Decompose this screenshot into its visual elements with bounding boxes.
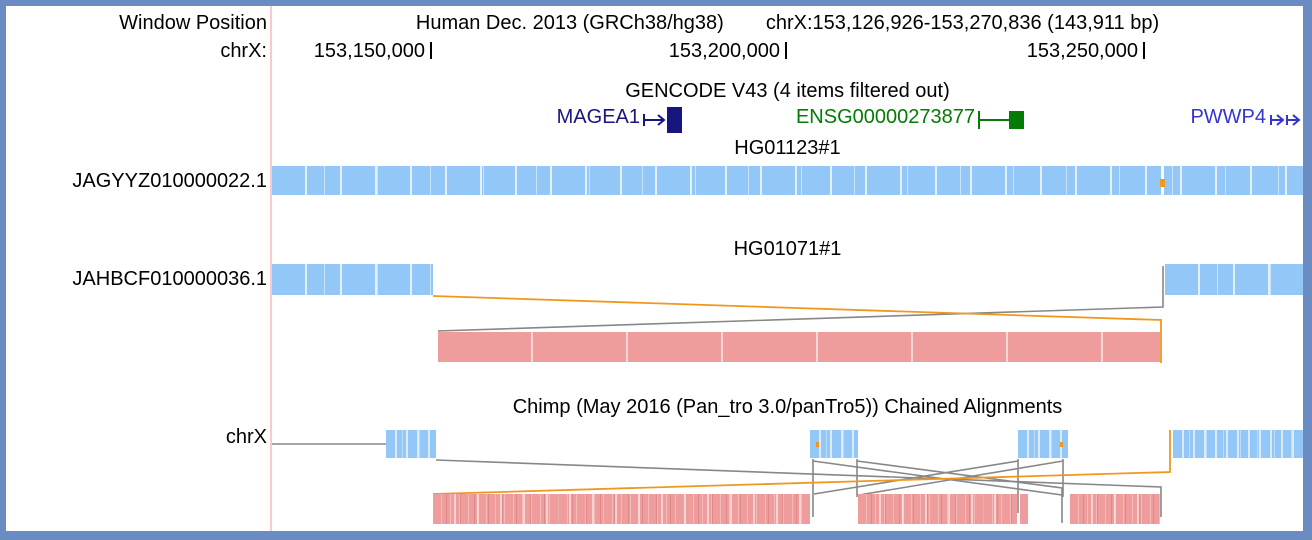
gene-glyph-line-exon[interactable] <box>977 105 1027 135</box>
track-title-hg01123: HG01123#1 <box>734 137 841 159</box>
gene-label-pwwp4[interactable]: PWWP4 <box>1190 106 1266 128</box>
window-border-left <box>0 0 6 540</box>
row-label-chimp-chrx: chrX <box>225 426 267 448</box>
gene-glyph-double-arrow[interactable] <box>1269 105 1312 135</box>
window-border-right <box>1303 0 1312 540</box>
current-position: chrX:153,126,926-153,270,836 (143,911 bp… <box>765 12 1160 34</box>
ruler-tick-mark[interactable] <box>1143 42 1145 59</box>
gene-label-ensg00000273877[interactable]: ENSG00000273877 <box>795 106 975 128</box>
hg01123-query-bar[interactable] <box>272 166 1303 195</box>
chain-line-gray[interactable] <box>437 266 1164 332</box>
chimp-inverted-bar-2[interactable] <box>858 494 1017 524</box>
chimp-box-b-orange-tick <box>816 442 819 447</box>
ruler-tick-mark[interactable] <box>430 42 432 59</box>
position-header: Human Dec. 2013 (GRCh38/hg38) chrX:153,1… <box>272 12 1303 35</box>
chimp-inverted-bar-4[interactable] <box>1070 494 1160 524</box>
label-area-separator-line <box>270 6 272 531</box>
chimp-inverted-bar-3[interactable] <box>1020 494 1028 524</box>
chimp-chain-box-a[interactable] <box>386 430 436 458</box>
assembly-name: Human Dec. 2013 (GRCh38/hg38) <box>415 12 724 34</box>
chimp-chain-box-d[interactable] <box>1173 430 1303 458</box>
hg01071-query-bar-left[interactable] <box>272 264 433 295</box>
ruler-tick-label[interactable]: 153,200,000 <box>668 40 780 62</box>
chimp-box-c-orange-tick <box>1060 442 1063 447</box>
gene-label-magea1[interactable]: MAGEA1 <box>556 106 640 128</box>
window-border-bottom <box>0 531 1312 540</box>
ruler-tick-label[interactable]: 153,150,000 <box>313 40 425 62</box>
window-border-top <box>0 0 1312 6</box>
window-position-label: Window Position <box>119 12 267 34</box>
row-label-jagyyz010000022: JAGYYZ010000022.1 <box>72 170 267 192</box>
track-title-hg01071: HG01071#1 <box>733 238 842 260</box>
chain-line-gray[interactable] <box>812 460 1063 496</box>
jagyyz-orange-insertion-tick <box>1160 179 1165 187</box>
row-label-jahbcf010000036: JAHBCF010000036.1 <box>72 268 267 290</box>
ruler-chrom-label: chrX: <box>220 40 267 62</box>
gene-glyph-arrow-exon[interactable] <box>642 105 692 135</box>
ruler-tick-mark[interactable] <box>785 42 787 59</box>
chimp-inverted-bar-1[interactable] <box>433 494 810 524</box>
hg01071-inverted-bar[interactable] <box>438 332 1160 362</box>
track-title-chimp-chain: Chimp (May 2016 (Pan_tro 3.0/panTro5)) C… <box>512 396 1063 418</box>
hg01071-query-bar-right[interactable] <box>1165 264 1303 295</box>
chain-line-gray[interactable] <box>813 460 1019 495</box>
ruler-tick-label[interactable]: 153,250,000 <box>1026 40 1138 62</box>
chain-line-gray[interactable] <box>858 460 1064 496</box>
gencode-track-title: GENCODE V43 (4 items filtered out) <box>625 80 950 102</box>
chimp-chain-box-c[interactable] <box>1018 430 1068 458</box>
